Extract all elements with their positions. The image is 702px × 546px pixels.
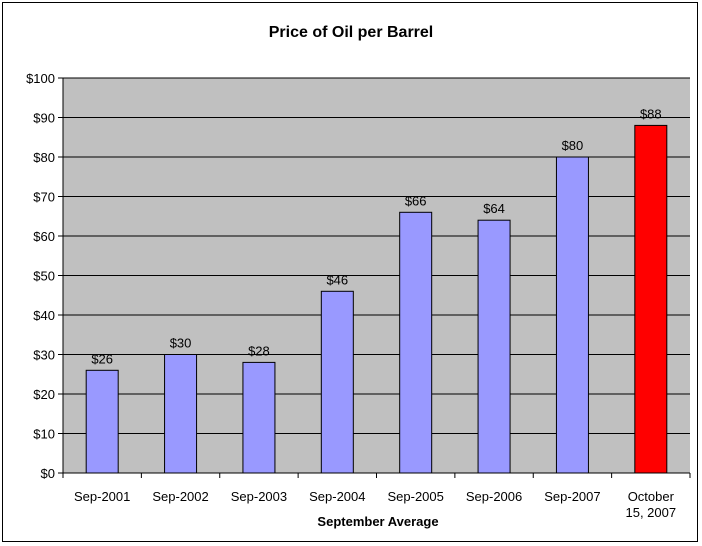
bar (477, 219, 511, 474)
x-tick-label: Sep-2004 (309, 489, 365, 504)
y-axis-ticks: $0 $10 $20 $30 $40 $50 $60 $70 $80 $90 $100 (26, 71, 63, 481)
y-tick-label: $80 (33, 150, 55, 165)
data-label: $88 (640, 106, 662, 121)
x-axis-title: September Average (317, 514, 438, 529)
x-axis-ticks: Sep-2001 Sep-2002 Sep-2003 Sep-2004 Sep-2005… (62, 473, 691, 520)
bar (634, 124, 668, 474)
x-tick-label: Sep-2003 (231, 489, 287, 504)
y-tick-label: $90 (33, 111, 55, 126)
y-tick-label: $10 (33, 427, 55, 442)
y-tick-label: $100 (26, 71, 55, 86)
bar (320, 290, 354, 474)
y-tick-label: $0 (41, 466, 55, 481)
data-label: $80 (562, 138, 584, 153)
y-tick-label: $30 (33, 348, 55, 363)
y-tick-label: $20 (33, 387, 55, 402)
x-tick-label: Sep-2006 (466, 489, 522, 504)
data-label: $26 (91, 351, 113, 366)
bar (85, 369, 119, 474)
data-label: $46 (326, 272, 348, 287)
y-tick-label: $40 (33, 308, 55, 323)
y-tick-label: $50 (33, 269, 55, 284)
y-tick-label: $60 (33, 229, 55, 244)
x-tick-label: October 15, 2007 (626, 489, 677, 520)
y-tick-label: $70 (33, 190, 55, 205)
x-tick-label: Sep-2007 (544, 489, 600, 504)
x-tick-label: Sep-2005 (387, 489, 443, 504)
bar (555, 156, 589, 474)
data-label: $64 (483, 201, 505, 216)
data-label: $66 (405, 193, 427, 208)
x-tick-label: Sep-2002 (152, 489, 208, 504)
bar (399, 211, 433, 474)
bar (242, 361, 276, 474)
data-label: $30 (170, 336, 192, 351)
x-tick-label: Sep-2001 (74, 489, 130, 504)
data-labels: $26 $30 $28 $46 $66 $64 $80 $88 (91, 106, 661, 366)
bar (164, 354, 198, 474)
chart-title: Price of Oil per Barrel (269, 24, 434, 41)
bars (85, 124, 668, 474)
data-label: $28 (248, 343, 270, 358)
